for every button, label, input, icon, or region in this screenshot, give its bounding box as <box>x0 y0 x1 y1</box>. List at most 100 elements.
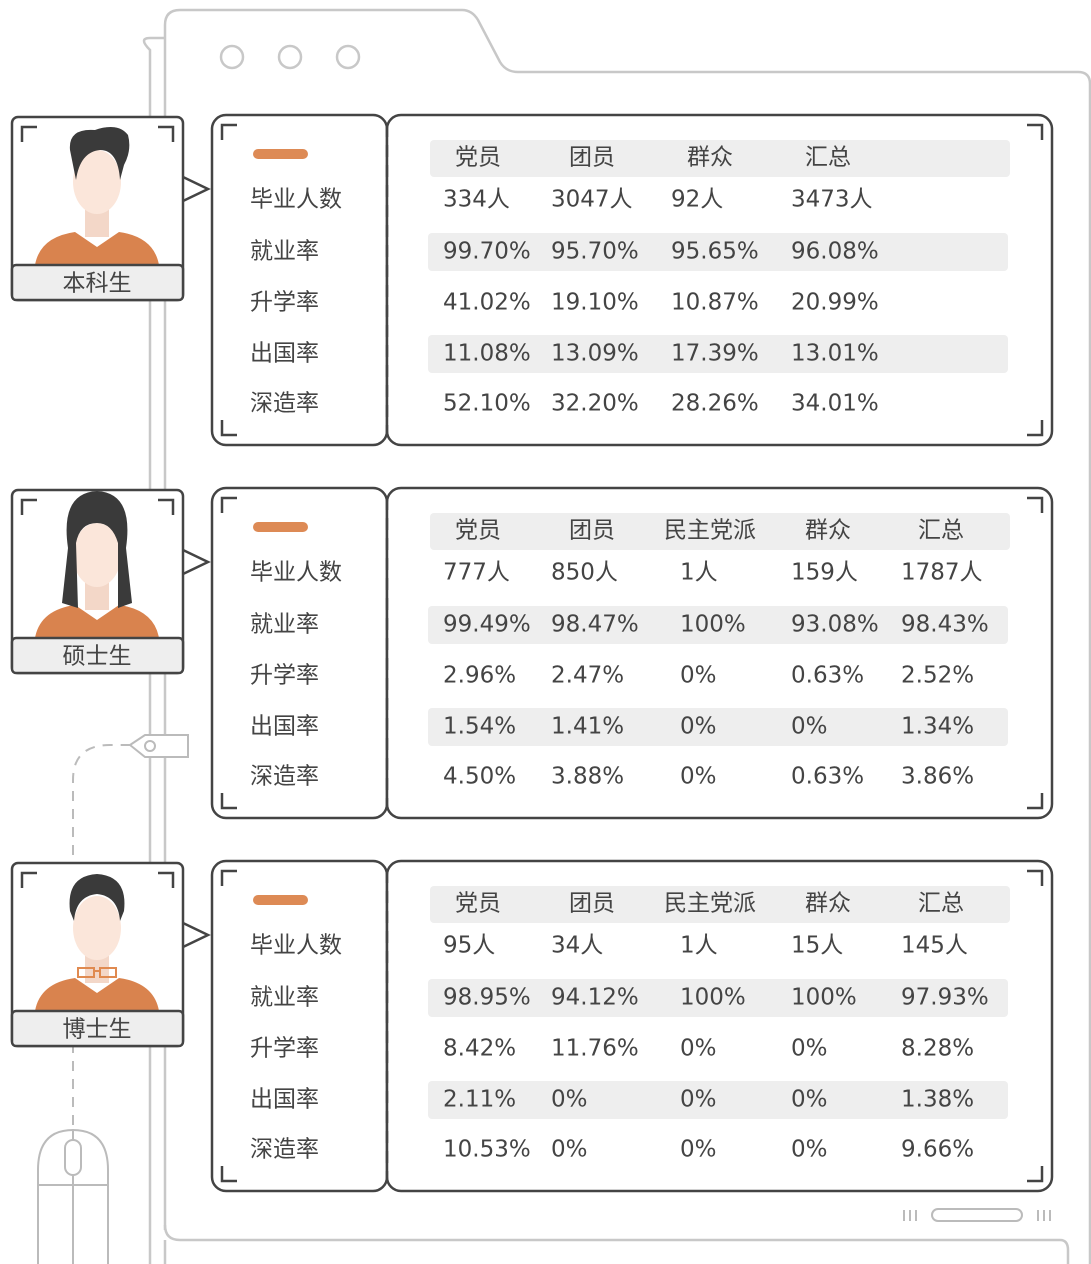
row-label: 毕业人数 <box>250 560 342 586</box>
cell: 0% <box>680 764 717 790</box>
avatar-label-box <box>10 263 185 302</box>
row-label: 深造率 <box>250 764 319 790</box>
cell: 13.09% <box>551 341 639 367</box>
cell: 1.41% <box>551 714 624 740</box>
cell: 10.53% <box>443 1137 531 1163</box>
column-header: 团员 <box>569 891 615 917</box>
back-frame <box>142 36 165 1264</box>
cell: 99.49% <box>443 612 531 638</box>
cell: 0% <box>791 1087 828 1113</box>
column-header: 党员 <box>455 891 501 917</box>
cell: 3473人 <box>791 187 873 213</box>
cell: 0% <box>680 1137 717 1163</box>
window-dot <box>219 44 245 70</box>
column-header: 群众 <box>805 518 851 544</box>
cell: 41.02% <box>443 290 531 316</box>
card-corner <box>20 871 175 888</box>
row-label: 出国率 <box>250 341 319 367</box>
cell: 2.52% <box>901 663 974 689</box>
cell: 34人 <box>551 933 603 959</box>
cell: 11.08% <box>443 341 531 367</box>
cell: 97.93% <box>901 985 989 1011</box>
row-stripe <box>428 335 1008 373</box>
column-header: 群众 <box>805 891 851 917</box>
cell: 95.65% <box>671 239 759 265</box>
row-stripe <box>428 979 1008 1017</box>
cell: 93.08% <box>791 612 879 638</box>
window-bottom <box>163 1224 1070 1264</box>
cell: 28.26% <box>671 391 759 417</box>
hair <box>69 874 125 921</box>
tag-hole <box>144 740 156 752</box>
column-header: 群众 <box>687 145 733 171</box>
cell: 95.70% <box>551 239 639 265</box>
row-stripe <box>428 708 1008 746</box>
cell: 32.20% <box>551 391 639 417</box>
column-header: 党员 <box>455 518 501 544</box>
cell: 99.70% <box>443 239 531 265</box>
header-bg <box>430 140 1010 177</box>
cell: 1人 <box>680 560 718 586</box>
cell: 100% <box>680 612 746 638</box>
cell: 0% <box>680 663 717 689</box>
header-bg <box>430 513 1010 550</box>
panel-corner <box>220 123 1044 437</box>
row-stripe <box>428 606 1008 644</box>
avatar-label: 硕士生 <box>63 644 132 670</box>
cell: 13.01% <box>791 341 879 367</box>
cell: 98.47% <box>551 612 639 638</box>
column-header: 民主党派 <box>664 518 756 544</box>
cell: 95人 <box>443 933 495 959</box>
cable <box>72 744 130 1125</box>
avatar-label: 本科生 <box>63 271 132 297</box>
row-label: 出国率 <box>250 1087 319 1113</box>
cell: 100% <box>680 985 746 1011</box>
cell: 0% <box>680 1087 717 1113</box>
window-dot <box>335 44 361 70</box>
accent-bar <box>253 895 308 905</box>
cell: 94.12% <box>551 985 639 1011</box>
cell: 777人 <box>443 560 510 586</box>
cell: 17.39% <box>671 341 759 367</box>
cell: 52.10% <box>443 391 531 417</box>
cell: 0% <box>680 714 717 740</box>
glasses <box>77 967 117 978</box>
cell: 2.96% <box>443 663 516 689</box>
cell: 0% <box>551 1137 588 1163</box>
card-corner <box>20 498 175 515</box>
cell: 0.63% <box>791 764 864 790</box>
panel-corner <box>220 869 1044 1183</box>
row-label: 毕业人数 <box>250 187 342 213</box>
body <box>35 232 159 265</box>
column-header: 团员 <box>569 518 615 544</box>
cell: 1.34% <box>901 714 974 740</box>
card-tail <box>182 175 211 203</box>
cell: 0% <box>791 1036 828 1062</box>
window-frame <box>163 8 1091 1264</box>
cell: 3047人 <box>551 187 633 213</box>
row-label: 升学率 <box>250 663 319 689</box>
row-stripe <box>428 233 1008 271</box>
column-header: 党员 <box>455 145 501 171</box>
face <box>73 896 121 960</box>
cell: 4.50% <box>443 764 516 790</box>
row-stripe <box>428 1081 1008 1119</box>
avatar-label: 博士生 <box>63 1017 132 1043</box>
cell: 10.87% <box>671 290 759 316</box>
cell: 1.54% <box>443 714 516 740</box>
accent-bar <box>253 149 308 159</box>
cell: 0% <box>791 714 828 740</box>
row-label: 升学率 <box>250 1036 319 1062</box>
cell: 11.76% <box>551 1036 639 1062</box>
row-label: 就业率 <box>250 239 319 265</box>
card-tail <box>182 921 211 949</box>
scrollbar <box>903 1208 1051 1222</box>
body <box>35 978 159 1011</box>
hair <box>62 491 132 608</box>
cell: 100% <box>791 985 857 1011</box>
card-tail <box>182 548 211 576</box>
cell: 1人 <box>680 933 718 959</box>
row-label: 就业率 <box>250 985 319 1011</box>
cell: 334人 <box>443 187 510 213</box>
